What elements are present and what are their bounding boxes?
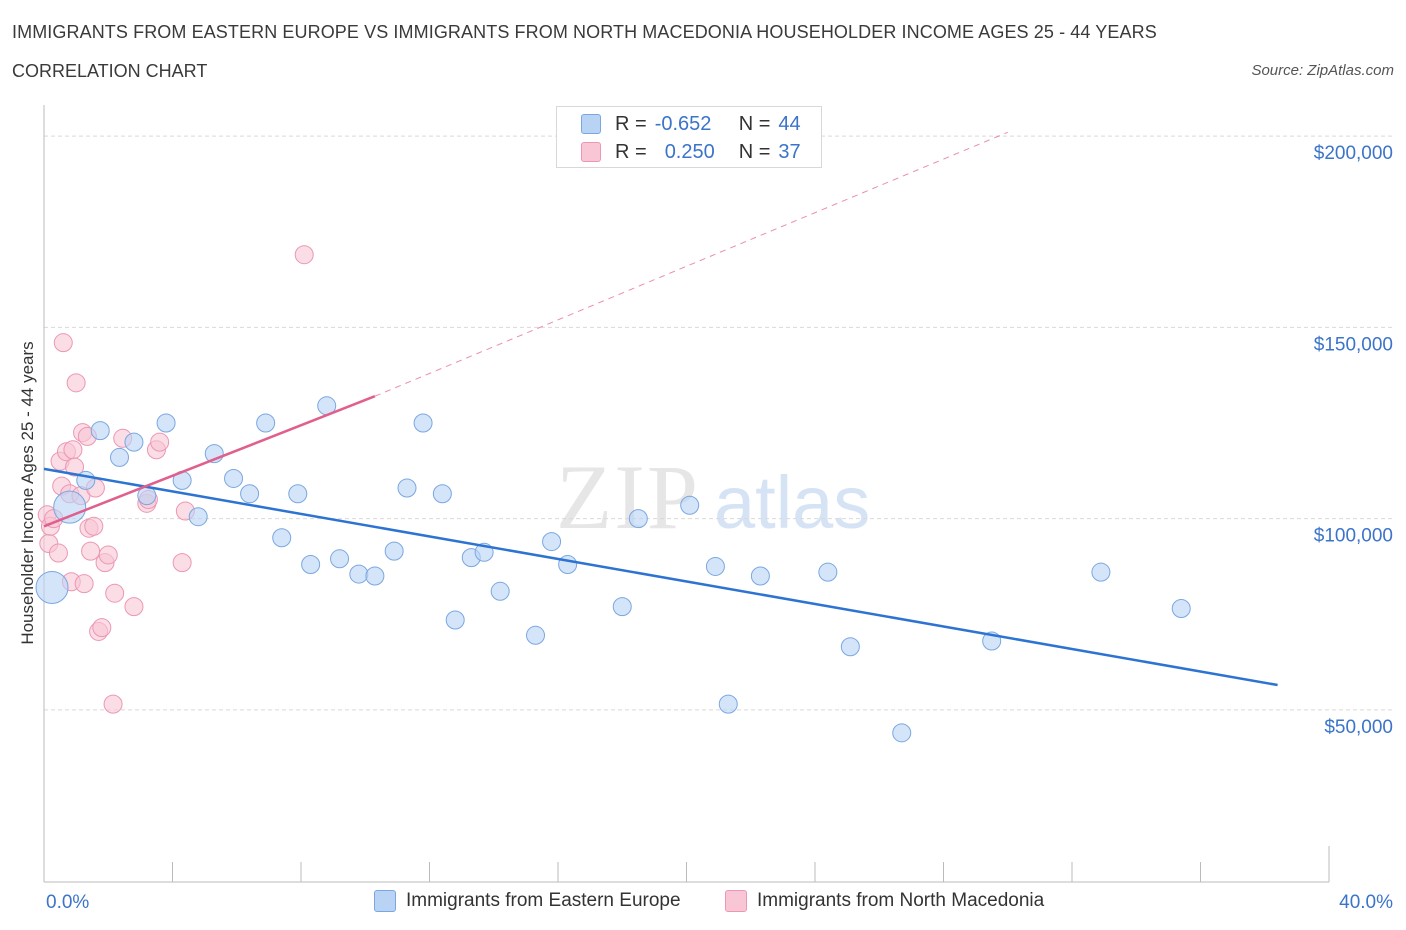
y-tick-label: $50,000: [1324, 717, 1393, 738]
point-eastern-europe: [612, 597, 632, 617]
point-eastern-europe: [558, 555, 578, 575]
legend-n-value: 44: [778, 112, 801, 135]
point-eastern-europe: [718, 694, 738, 714]
point-eastern-europe: [156, 413, 176, 433]
source-label: Source: ZipAtlas.com: [1251, 62, 1394, 79]
point-eastern-europe: [188, 507, 208, 527]
point-eastern-europe: [53, 490, 87, 524]
point-eastern-europe: [413, 413, 433, 433]
point-eastern-europe: [490, 581, 510, 601]
legend-swatch-pink: [581, 142, 601, 162]
point-eastern-europe: [349, 564, 369, 584]
point-eastern-europe: [272, 528, 292, 548]
point-north-macedonia: [172, 553, 192, 573]
y-tick-label: $100,000: [1314, 526, 1393, 547]
point-eastern-europe: [892, 723, 912, 743]
point-north-macedonia: [63, 440, 83, 460]
point-eastern-europe: [109, 447, 129, 467]
point-north-macedonia: [74, 574, 94, 594]
bottom-legend-swatch-blue: [374, 890, 396, 912]
point-north-macedonia: [124, 597, 144, 617]
legend-n-value: 37: [778, 140, 801, 163]
point-eastern-europe: [365, 566, 385, 586]
point-north-macedonia: [92, 618, 112, 638]
bottom-legend-north-macedonia: Immigrants from North Macedonia: [725, 890, 1044, 912]
chart-subtitle: CORRELATION CHART: [12, 61, 208, 81]
x-tick-label: 40.0%: [1339, 892, 1393, 913]
point-north-macedonia: [105, 583, 125, 603]
point-eastern-europe: [1091, 562, 1111, 582]
y-axis-label: Householder Income Ages 25 - 44 years: [18, 341, 37, 645]
trendline-north-macedonia-extension: [374, 131, 1008, 397]
point-eastern-europe: [542, 532, 562, 552]
legend-row-north-macedonia: R = 0.250 N = 37: [581, 139, 801, 165]
point-north-macedonia: [81, 541, 101, 561]
correlation-legend: R = -0.652 N = 44 R = 0.250 N = 37: [556, 106, 822, 168]
legend-r-label: R =: [615, 140, 647, 163]
point-north-macedonia: [294, 245, 314, 265]
point-eastern-europe: [384, 541, 404, 561]
watermark-atlas: atlas: [714, 461, 870, 544]
point-eastern-europe: [35, 570, 69, 604]
point-north-macedonia: [65, 457, 85, 477]
point-eastern-europe: [445, 610, 465, 630]
y-tick-label: $200,000: [1314, 143, 1393, 164]
point-eastern-europe: [840, 637, 860, 657]
point-north-macedonia: [103, 694, 123, 714]
legend-r-value: -0.652: [654, 112, 712, 135]
point-eastern-europe: [680, 495, 700, 515]
point-eastern-europe: [224, 468, 244, 488]
legend-r-label: R =: [615, 112, 647, 135]
chart-title: IMMIGRANTS FROM EASTERN EUROPE VS IMMIGR…: [12, 22, 1157, 42]
bottom-legend-label: Immigrants from North Macedonia: [757, 890, 1045, 911]
point-north-macedonia: [84, 516, 104, 536]
point-eastern-europe: [301, 555, 321, 575]
legend-swatch-blue: [581, 114, 601, 134]
point-eastern-europe: [750, 566, 770, 586]
point-eastern-europe: [240, 484, 260, 504]
point-north-macedonia: [48, 543, 68, 563]
point-north-macedonia: [98, 545, 118, 565]
point-north-macedonia: [66, 373, 86, 393]
point-eastern-europe: [397, 478, 417, 498]
legend-n-label: N =: [738, 112, 771, 135]
point-eastern-europe: [330, 549, 350, 569]
legend-r-value: 0.250: [664, 140, 715, 163]
watermark-zip: ZIP: [556, 446, 700, 548]
trendline-eastern-europe: [43, 467, 1278, 687]
bottom-legend-label: Immigrants from Eastern Europe: [406, 890, 681, 911]
bottom-legend-swatch-pink: [725, 890, 747, 912]
point-eastern-europe: [526, 625, 546, 645]
bottom-legend-eastern-europe: Immigrants from Eastern Europe: [374, 890, 681, 912]
point-eastern-europe: [1171, 599, 1191, 619]
point-eastern-europe: [818, 562, 838, 582]
trendline-north-macedonia: [43, 395, 376, 528]
point-eastern-europe: [288, 484, 308, 504]
x-tick-label: 0.0%: [46, 892, 89, 913]
y-tick-label: $150,000: [1314, 334, 1393, 355]
point-eastern-europe: [256, 413, 276, 433]
legend-row-eastern-europe: R = -0.652 N = 44: [581, 111, 801, 137]
point-north-macedonia: [53, 333, 73, 353]
point-eastern-europe: [124, 432, 144, 452]
point-eastern-europe: [432, 484, 452, 504]
point-eastern-europe: [628, 509, 648, 529]
point-north-macedonia: [150, 432, 170, 452]
legend-n-label: N =: [738, 140, 771, 163]
point-eastern-europe: [90, 421, 110, 441]
point-eastern-europe: [705, 556, 725, 576]
